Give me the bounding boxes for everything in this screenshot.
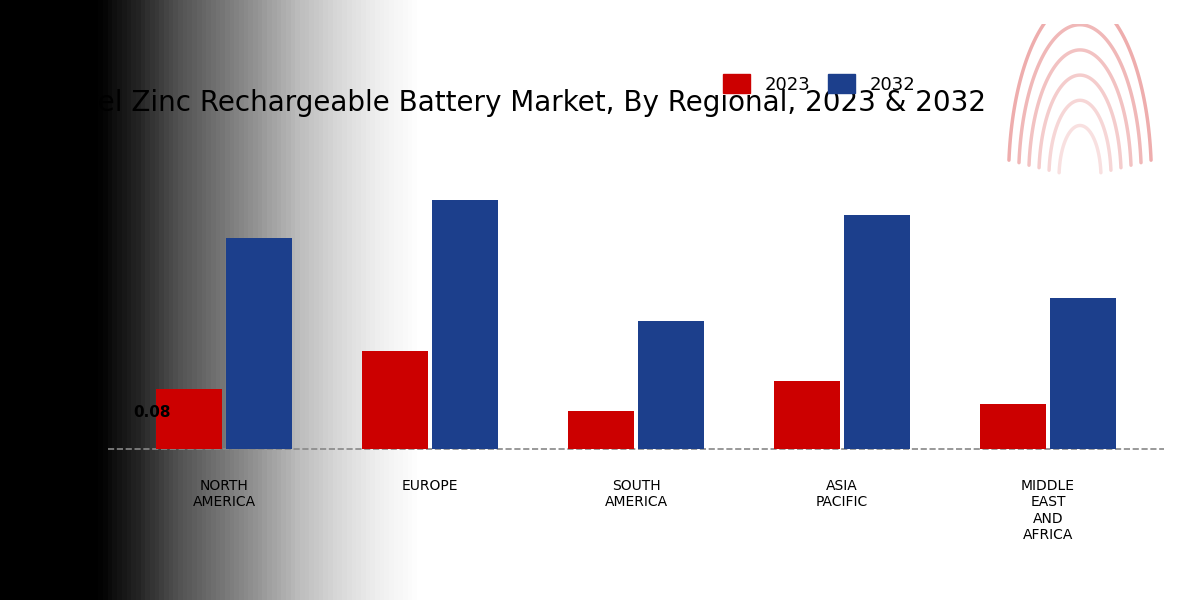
- Bar: [156, 389, 222, 449]
- Bar: [226, 238, 292, 449]
- Bar: [568, 412, 634, 449]
- Legend: 2023, 2032: 2023, 2032: [715, 67, 923, 101]
- Text: 0.08: 0.08: [133, 406, 170, 421]
- Bar: [1050, 298, 1116, 449]
- Text: Nickel Zinc Rechargeable Battery Market, By Regional, 2023 & 2032: Nickel Zinc Rechargeable Battery Market,…: [40, 89, 986, 117]
- Bar: [432, 200, 498, 449]
- Bar: [362, 351, 428, 449]
- Y-axis label: Market Size in USD Billion: Market Size in USD Billion: [73, 193, 91, 407]
- Bar: [774, 381, 840, 449]
- Bar: [844, 215, 910, 449]
- Bar: [638, 321, 704, 449]
- Bar: [980, 404, 1046, 449]
